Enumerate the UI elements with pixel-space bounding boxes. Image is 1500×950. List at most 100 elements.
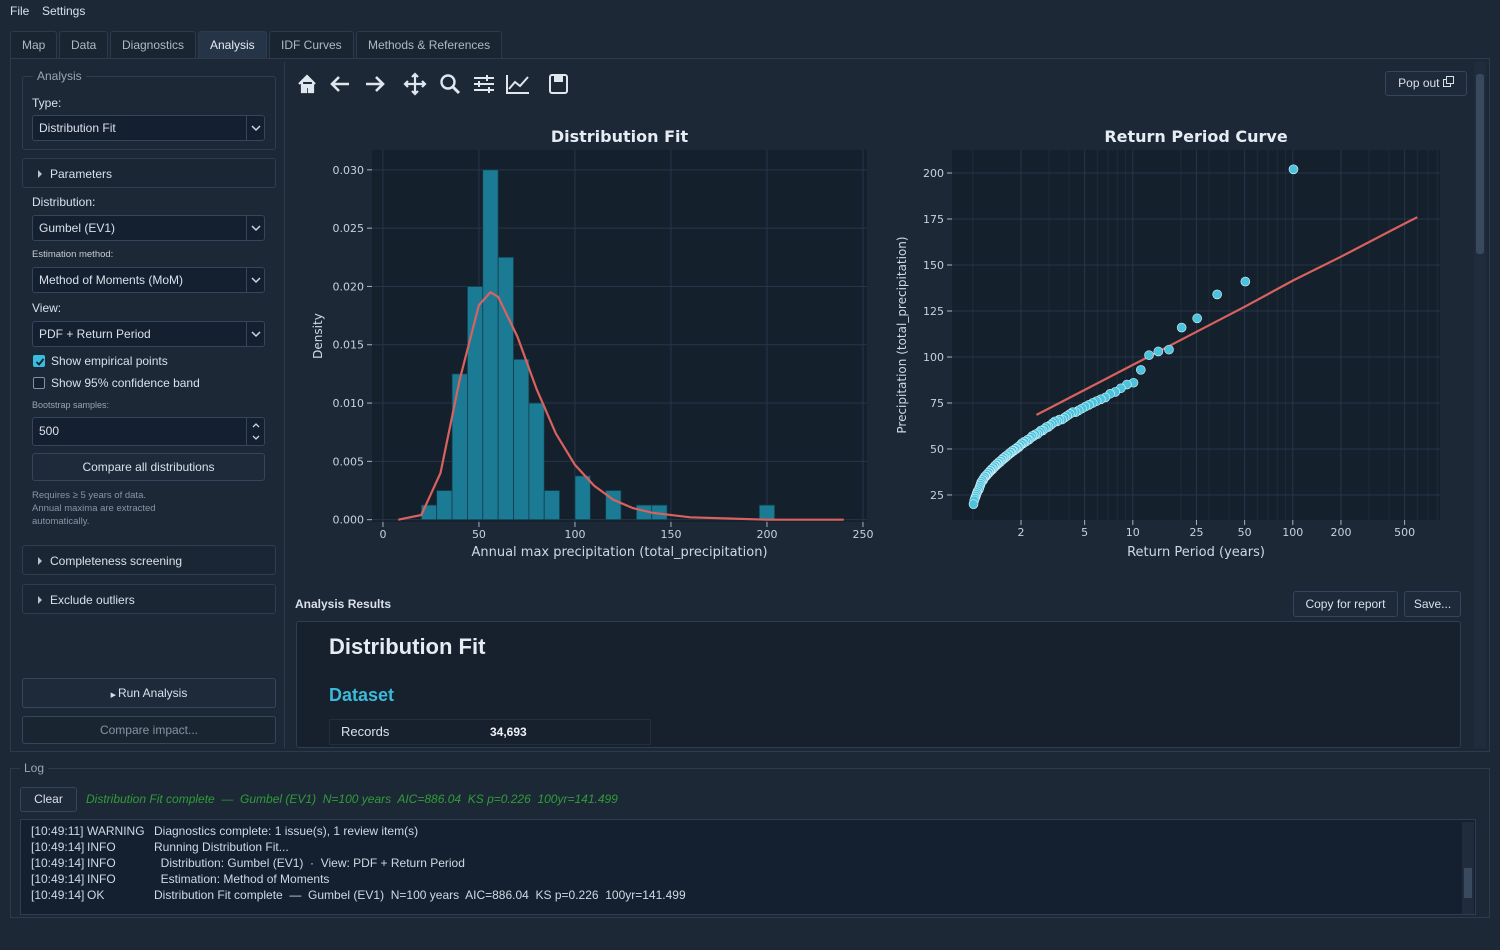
menu-item[interactable]: Settings xyxy=(42,4,86,18)
y-tick-label: 0.020 xyxy=(333,280,365,293)
plot-toolbar xyxy=(298,72,568,96)
log-level: INFO xyxy=(87,856,116,870)
tab[interactable]: Map xyxy=(10,31,58,58)
point xyxy=(1164,344,1174,355)
log-scrollbar[interactable] xyxy=(1462,822,1474,914)
y-tick-label: 50 xyxy=(930,443,944,456)
x-tick-label: 250 xyxy=(852,528,873,541)
tab[interactable]: Analysis xyxy=(198,31,267,58)
compare-button[interactable]: Compare all distributions xyxy=(32,453,265,481)
back-icon[interactable] xyxy=(330,76,349,92)
results-panel: Distribution Fit Dataset Records 34,693 xyxy=(296,621,1461,748)
view-combo[interactable]: PDF + Return Period xyxy=(32,321,265,347)
results-cell: 34,693 xyxy=(490,725,527,739)
log-level: OK xyxy=(87,888,105,902)
results-button[interactable]: Copy for report xyxy=(1293,591,1398,617)
y-axis-label: Precipitation (total_precipitation) xyxy=(895,236,909,433)
x-axis-label: Return Period (years) xyxy=(1127,545,1265,560)
note-line: Requires ≥ 5 years of data. xyxy=(32,490,146,501)
section-header[interactable]: Exclude outliers xyxy=(22,584,276,614)
log-level: WARNING xyxy=(87,824,145,838)
log-time: [10:49:14] xyxy=(31,888,85,902)
point xyxy=(1144,350,1154,360)
clear-button[interactable]: Clear xyxy=(20,787,77,812)
point xyxy=(1192,313,1202,324)
scroll-thumb[interactable] xyxy=(1464,868,1472,898)
run-icon: ▶ xyxy=(110,692,118,699)
y-tick-label: 0.005 xyxy=(333,455,365,468)
home-icon[interactable] xyxy=(298,74,316,94)
log-frame xyxy=(10,768,1490,918)
y-tick-label: 0.000 xyxy=(333,514,365,527)
log-status: Distribution Fit complete — Gumbel (EV1)… xyxy=(86,792,618,806)
x-tick-label: 10 xyxy=(1126,526,1140,539)
type-combo[interactable]: Distribution Fit xyxy=(32,115,265,141)
checkbox-label: Show 95% confidence band xyxy=(51,376,200,390)
scrollbar[interactable] xyxy=(1474,62,1486,748)
results-section: Dataset xyxy=(329,685,395,705)
point xyxy=(1288,164,1299,175)
log-level: INFO xyxy=(87,840,116,854)
estimation-combo[interactable]: Method of Moments (MoM) xyxy=(32,267,265,293)
point xyxy=(1176,322,1187,333)
main-frame xyxy=(10,58,1490,752)
axes-icon[interactable] xyxy=(506,75,529,94)
menu-item[interactable]: File xyxy=(10,4,30,18)
tab[interactable]: Methods & References xyxy=(356,31,503,58)
log-output: [10:49:11] WARNING Diagnostics complete: 1… xyxy=(20,819,1476,915)
configure-icon[interactable] xyxy=(474,75,494,93)
forward-icon[interactable] xyxy=(366,76,385,92)
log-message: Estimation: Method of Moments xyxy=(154,872,330,886)
distribution-combo[interactable]: Gumbel (EV1) xyxy=(32,215,265,241)
section-header[interactable]: Completeness screening xyxy=(22,545,276,575)
x-tick-label: 25 xyxy=(1189,526,1203,539)
results-title: Analysis Results xyxy=(295,597,392,611)
save-icon[interactable] xyxy=(549,74,568,94)
y-tick-label: 0.025 xyxy=(333,222,365,235)
x-tick-label: 200 xyxy=(756,528,777,541)
bar xyxy=(436,490,453,521)
bootstrap-spin[interactable]: 500 xyxy=(32,417,265,446)
tab[interactable]: Data xyxy=(59,31,109,58)
checkbox-box xyxy=(33,377,45,389)
chart-group: Distribution Fit Annual max precipitation… xyxy=(311,127,1440,560)
bar xyxy=(543,490,560,521)
y-tick-label: 0.015 xyxy=(333,339,365,352)
x-tick-label: 0 xyxy=(379,528,386,541)
impact-button[interactable]: Compare impact... xyxy=(22,716,276,744)
pop-out-icon xyxy=(1442,76,1454,87)
y-tick-label: 200 xyxy=(923,167,944,180)
pan-icon[interactable] xyxy=(403,72,427,96)
log-message: Running Distribution Fit... xyxy=(154,840,289,854)
results-cell: Records xyxy=(341,724,390,739)
section-title: Parameters xyxy=(50,167,113,181)
log-message: Diagnostics complete: 1 issue(s), 1 revi… xyxy=(154,824,419,838)
results-button[interactable]: Save... xyxy=(1404,591,1461,617)
scroll-thumb[interactable] xyxy=(1476,74,1484,254)
results-heading: Distribution Fit xyxy=(329,634,486,659)
x-tick-label: 100 xyxy=(1282,526,1303,539)
chevron xyxy=(246,268,261,292)
tab[interactable]: IDF Curves xyxy=(269,31,354,58)
pop-out-button[interactable]: Pop out xyxy=(1385,71,1467,96)
y-tick-label: 75 xyxy=(930,397,944,410)
zoom-icon[interactable] xyxy=(440,74,461,95)
y-tick-label: 125 xyxy=(923,305,944,318)
log-time: [10:49:14] xyxy=(31,840,85,854)
spin-value: 500 xyxy=(39,424,60,438)
spin-arrows xyxy=(246,418,260,445)
label: Type: xyxy=(32,96,62,110)
log-level: INFO xyxy=(87,872,116,886)
x-axis-label: Annual max precipitation (total_precipit… xyxy=(471,545,767,560)
chevron xyxy=(246,322,261,346)
run-button[interactable]: ▶ Run Analysis xyxy=(22,678,276,708)
charts: Distribution Fit Annual max precipitation… xyxy=(311,127,1440,560)
y-axis-label: Density xyxy=(311,313,325,359)
check-mark xyxy=(35,358,45,366)
tab[interactable]: Diagnostics xyxy=(110,31,197,58)
log-title: Log xyxy=(20,761,49,775)
y-tick-label: 0.010 xyxy=(333,397,365,410)
x-tick-label: 2 xyxy=(1017,526,1024,539)
note-line: automatically. xyxy=(32,516,90,527)
parameters-header[interactable]: Parameters xyxy=(22,158,276,188)
